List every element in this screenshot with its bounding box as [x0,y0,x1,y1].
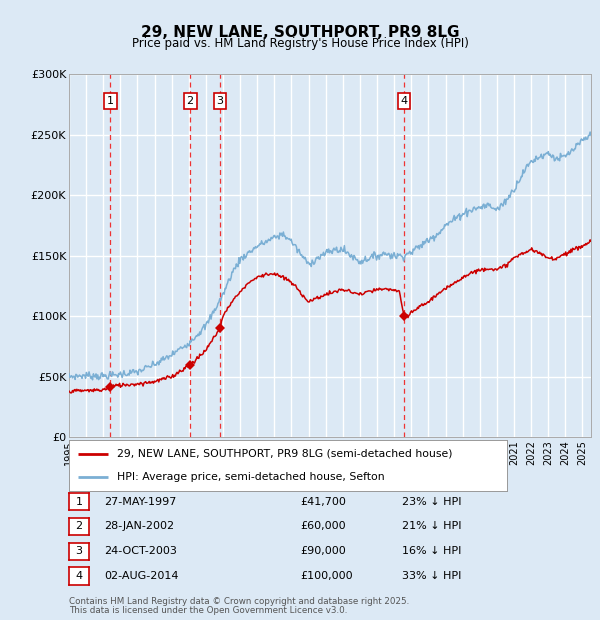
Text: HPI: Average price, semi-detached house, Sefton: HPI: Average price, semi-detached house,… [117,472,385,482]
Text: 02-AUG-2014: 02-AUG-2014 [104,571,178,581]
Text: 1: 1 [76,497,82,507]
Text: 4: 4 [76,571,82,581]
Text: £90,000: £90,000 [300,546,346,556]
Text: 24-OCT-2003: 24-OCT-2003 [104,546,176,556]
Text: 2: 2 [76,521,82,531]
Text: 4: 4 [401,96,407,106]
Text: This data is licensed under the Open Government Licence v3.0.: This data is licensed under the Open Gov… [69,606,347,615]
Text: £41,700: £41,700 [300,497,346,507]
Text: 28-JAN-2002: 28-JAN-2002 [104,521,174,531]
Text: 21% ↓ HPI: 21% ↓ HPI [402,521,461,531]
Text: 29, NEW LANE, SOUTHPORT, PR9 8LG (semi-detached house): 29, NEW LANE, SOUTHPORT, PR9 8LG (semi-d… [117,449,452,459]
Text: 27-MAY-1997: 27-MAY-1997 [104,497,176,507]
Text: 33% ↓ HPI: 33% ↓ HPI [402,571,461,581]
Text: 3: 3 [76,546,82,556]
Text: 16% ↓ HPI: 16% ↓ HPI [402,546,461,556]
Text: 29, NEW LANE, SOUTHPORT, PR9 8LG: 29, NEW LANE, SOUTHPORT, PR9 8LG [141,25,459,40]
Text: 23% ↓ HPI: 23% ↓ HPI [402,497,461,507]
Text: Contains HM Land Registry data © Crown copyright and database right 2025.: Contains HM Land Registry data © Crown c… [69,597,409,606]
Text: 3: 3 [216,96,223,106]
Text: Price paid vs. HM Land Registry's House Price Index (HPI): Price paid vs. HM Land Registry's House … [131,37,469,50]
Text: 1: 1 [107,96,114,106]
Text: 2: 2 [187,96,194,106]
Text: £60,000: £60,000 [300,521,346,531]
Text: £100,000: £100,000 [300,571,353,581]
